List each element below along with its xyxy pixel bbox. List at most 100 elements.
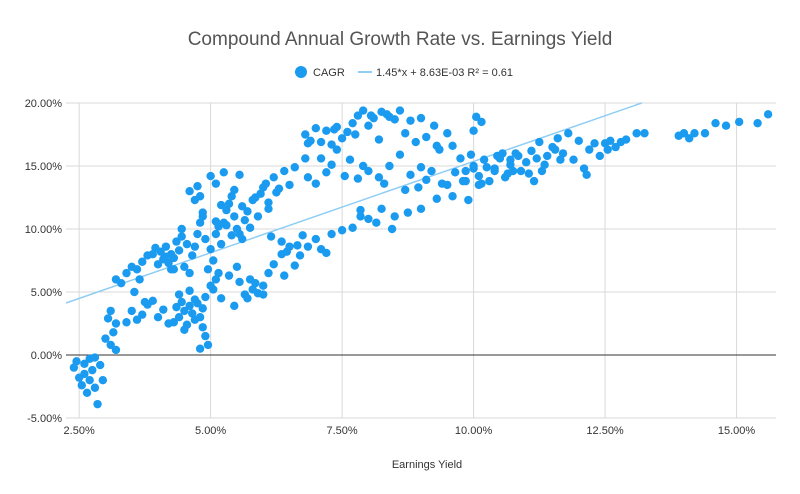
data-point bbox=[180, 306, 189, 316]
data-point bbox=[222, 205, 231, 215]
data-point bbox=[188, 309, 197, 318]
data-point bbox=[322, 248, 331, 258]
data-point bbox=[193, 229, 202, 239]
data-point bbox=[172, 302, 181, 312]
data-point bbox=[190, 295, 200, 304]
data-point bbox=[711, 118, 720, 128]
data-point bbox=[461, 166, 470, 176]
data-point bbox=[106, 306, 115, 316]
data-point bbox=[264, 198, 273, 207]
data-point bbox=[343, 127, 352, 137]
data-point bbox=[351, 130, 360, 139]
data-point bbox=[235, 170, 244, 180]
data-point bbox=[106, 340, 115, 350]
data-point bbox=[211, 275, 221, 284]
data-point bbox=[95, 360, 105, 370]
data-point bbox=[164, 258, 173, 268]
x-tick-label: 2.50% bbox=[64, 425, 95, 437]
data-point bbox=[469, 161, 478, 171]
y-tick-label: 0.00% bbox=[31, 350, 62, 362]
data-point bbox=[230, 212, 239, 221]
data-point bbox=[464, 195, 473, 205]
data-point bbox=[230, 301, 239, 311]
data-point bbox=[117, 278, 126, 288]
data-point bbox=[529, 176, 539, 186]
data-point bbox=[148, 250, 157, 259]
y-tick-label: 20.00% bbox=[25, 98, 63, 110]
data-point bbox=[535, 137, 544, 147]
data-point bbox=[332, 145, 342, 154]
data-point bbox=[763, 110, 773, 119]
data-point bbox=[753, 118, 762, 128]
data-point bbox=[358, 161, 368, 171]
data-point bbox=[256, 189, 265, 198]
data-point bbox=[211, 229, 221, 239]
legend: CAGR 1.45*x + 8.63E-03 R² = 0.61 bbox=[295, 66, 513, 79]
data-point bbox=[132, 315, 142, 324]
data-point bbox=[285, 180, 294, 190]
data-point bbox=[230, 185, 239, 195]
data-point bbox=[521, 158, 531, 167]
data-point bbox=[416, 163, 426, 172]
data-point bbox=[448, 141, 457, 151]
y-tick-label: 15.00% bbox=[25, 161, 63, 173]
data-point bbox=[277, 237, 286, 246]
data-point bbox=[266, 232, 276, 241]
data-point bbox=[301, 130, 310, 139]
data-point bbox=[700, 129, 710, 138]
data-point bbox=[553, 134, 562, 143]
data-point bbox=[474, 171, 484, 181]
data-point bbox=[280, 271, 289, 280]
data-point bbox=[524, 169, 534, 178]
data-point bbox=[395, 106, 405, 115]
data-point bbox=[466, 150, 476, 159]
data-point bbox=[219, 168, 228, 177]
data-point bbox=[385, 112, 394, 122]
data-point bbox=[209, 285, 218, 294]
data-point bbox=[138, 310, 147, 319]
data-point bbox=[198, 323, 207, 332]
data-point bbox=[395, 150, 405, 159]
data-point bbox=[527, 146, 536, 156]
data-point bbox=[264, 268, 273, 278]
data-point bbox=[429, 121, 439, 130]
data-point bbox=[269, 260, 278, 269]
data-point bbox=[135, 275, 144, 284]
data-point bbox=[356, 212, 365, 221]
data-point bbox=[261, 179, 271, 188]
data-point bbox=[556, 155, 565, 164]
data-point bbox=[69, 363, 79, 372]
data-point bbox=[734, 117, 744, 127]
data-point bbox=[514, 151, 523, 161]
data-point bbox=[690, 129, 699, 138]
data-point bbox=[482, 163, 491, 172]
data-point bbox=[401, 129, 410, 138]
data-point bbox=[379, 179, 389, 188]
data-point bbox=[406, 170, 415, 180]
data-point bbox=[259, 290, 268, 299]
data-point bbox=[224, 199, 234, 208]
data-point bbox=[337, 134, 347, 143]
data-point bbox=[414, 183, 423, 192]
data-point bbox=[640, 129, 649, 138]
data-point bbox=[193, 181, 202, 191]
data-point bbox=[232, 262, 242, 271]
data-point bbox=[403, 208, 413, 217]
data-point bbox=[503, 169, 512, 178]
legend-label-trendline: 1.45*x + 8.63E-03 R² = 0.61 bbox=[376, 67, 513, 79]
data-point bbox=[85, 376, 94, 385]
data-point bbox=[130, 287, 139, 297]
data-point bbox=[450, 168, 460, 177]
data-point bbox=[153, 260, 163, 269]
data-point bbox=[327, 160, 336, 169]
data-point bbox=[195, 313, 205, 322]
data-point bbox=[269, 173, 278, 182]
data-point bbox=[366, 111, 376, 120]
data-point bbox=[93, 399, 102, 409]
data-point bbox=[532, 154, 541, 163]
data-point bbox=[177, 297, 186, 307]
data-point bbox=[88, 365, 97, 375]
data-point bbox=[109, 328, 118, 337]
data-point bbox=[721, 121, 731, 130]
